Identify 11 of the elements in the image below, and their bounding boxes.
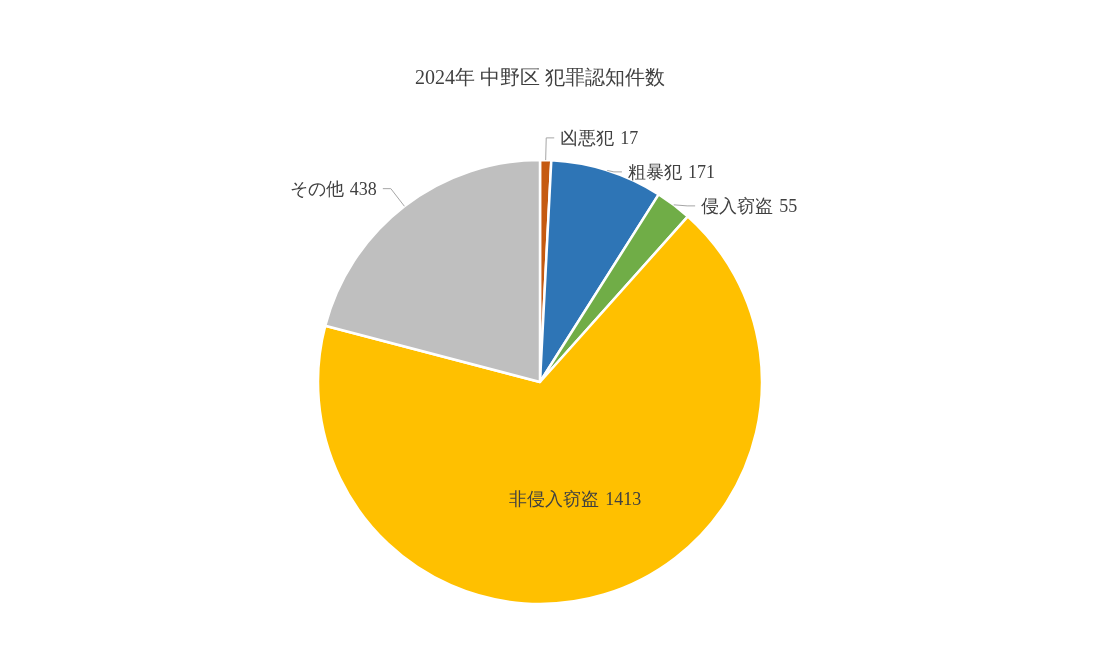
data-label: 55: [779, 195, 798, 216]
slice-label: 粗暴犯: [627, 161, 682, 182]
data-label: 1413: [605, 488, 642, 509]
slice-label: 非侵入窃盗: [509, 488, 600, 509]
slice-label: 凶悪犯: [560, 127, 615, 148]
data-label: 438: [349, 178, 377, 199]
slice-label: 侵入窃盗: [701, 195, 774, 216]
data-label: 17: [620, 127, 639, 148]
data-label: 171: [687, 161, 715, 182]
chart-title: 2024年 中野区 犯罪認知件数: [415, 66, 665, 88]
slice-label: その他: [289, 178, 344, 199]
